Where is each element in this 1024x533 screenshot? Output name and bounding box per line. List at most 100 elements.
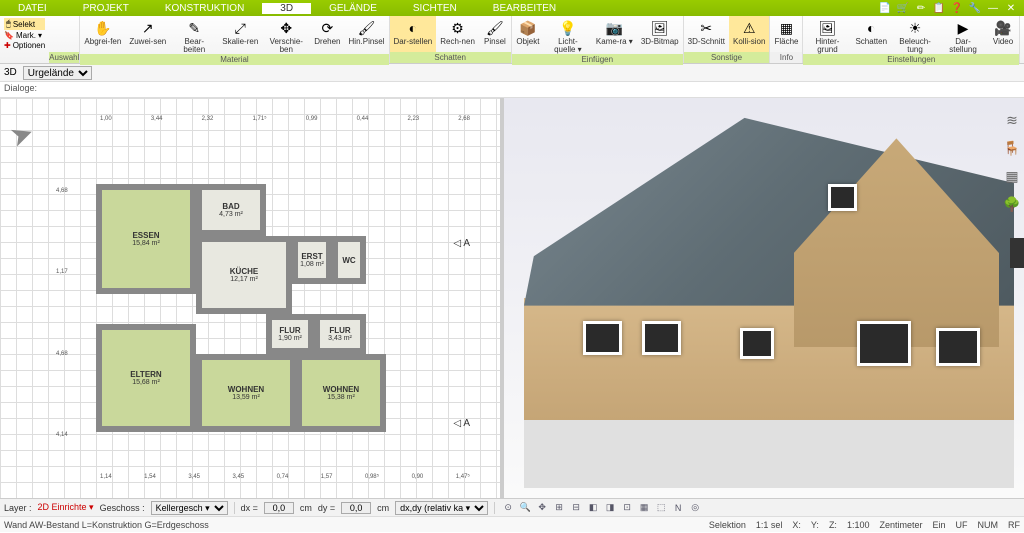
- floor-plan[interactable]: ESSEN15,84 m²BAD4,73 m²KÜCHE12,17 m²ERST…: [96, 184, 386, 444]
- ribbon-btn[interactable]: ◐Dar-stellen: [390, 16, 437, 52]
- ribbon-icon: ▦: [776, 18, 796, 38]
- bottom-icon[interactable]: ⊙: [501, 501, 515, 515]
- pane-3d[interactable]: ≋ 🪑 ▦ 🌳: [504, 98, 1024, 498]
- bottom-icon[interactable]: N: [671, 501, 685, 515]
- optionen-button[interactable]: ✚Optionen: [4, 41, 45, 50]
- bottom-icon[interactable]: ⊟: [569, 501, 583, 515]
- ribbon-icon: ◐: [861, 18, 881, 38]
- ribbon-btn[interactable]: ☀Beleuch-tung: [891, 16, 939, 54]
- ribbon-label: Skalie-ren: [222, 38, 258, 46]
- menu-bearbeiten[interactable]: BEARBEITEN: [475, 3, 574, 14]
- ribbon-btn[interactable]: 🖼Hinter-grund: [803, 16, 851, 54]
- dx-input[interactable]: [264, 502, 294, 514]
- bottom-icon[interactable]: ◨: [603, 501, 617, 515]
- ribbon-btn[interactable]: ⟳Drehen: [310, 16, 344, 54]
- room[interactable]: FLUR1,90 m²: [266, 314, 314, 354]
- ribbon: 🖱Selekt 🔖Mark.▾ ✚Optionen Auswahl✋Abgrei…: [0, 16, 1024, 64]
- ribbon-btn[interactable]: ↗Zuwei-sen: [125, 16, 170, 54]
- layer-select[interactable]: Urgelände: [23, 66, 92, 80]
- dock-icon[interactable]: 🪑: [1002, 138, 1022, 158]
- menu-3d[interactable]: 3D: [262, 3, 311, 14]
- ribbon-btn[interactable]: 🎥Video: [987, 16, 1019, 54]
- titlebar-icon[interactable]: ✏: [914, 1, 928, 15]
- bottom-icon[interactable]: ▦: [637, 501, 651, 515]
- room[interactable]: WC: [332, 236, 366, 284]
- ribbon-btn[interactable]: ✂3D-Schnitt: [684, 16, 729, 52]
- ribbon-icon: 🖌: [357, 18, 377, 38]
- bottom-icon[interactable]: ◎: [688, 501, 702, 515]
- dock-icon[interactable]: 🌳: [1002, 194, 1022, 214]
- ribbon-btn[interactable]: 📦Objekt: [512, 16, 544, 54]
- main-split: ➤ 1,003,442,321,71⁵0,990,442,232,68 4,68…: [0, 98, 1024, 498]
- status-unit: Zentimeter: [879, 520, 922, 530]
- dock-icon[interactable]: ≋: [1002, 110, 1022, 130]
- status-bar: Wand AW-Bestand L=Konstruktion G=Erdgesc…: [0, 516, 1024, 532]
- ribbon-btn[interactable]: ✥Verschie-ben: [262, 16, 310, 54]
- room[interactable]: WOHNEN15,38 m²: [296, 354, 386, 432]
- bottom-icon[interactable]: ⊡: [620, 501, 634, 515]
- window-3d: [642, 321, 681, 355]
- ribbon-btn[interactable]: ⚠Kolli-sion: [729, 16, 769, 52]
- menu-projekt[interactable]: PROJEKT: [65, 3, 147, 14]
- menu-konstruktion[interactable]: KONSTRUKTION: [147, 3, 262, 14]
- status-ein: Ein: [932, 520, 945, 530]
- room-area: 1,08 m²: [300, 261, 324, 268]
- ribbon-btn[interactable]: ▦Fläche: [770, 16, 802, 52]
- pane-2d[interactable]: ➤ 1,003,442,321,71⁵0,990,442,232,68 4,68…: [0, 98, 500, 498]
- titlebar-icon[interactable]: 📄: [878, 1, 892, 15]
- bottom-icon[interactable]: ⊞: [552, 501, 566, 515]
- ribbon-label: Fläche: [774, 38, 798, 46]
- titlebar-icon[interactable]: ❓: [950, 1, 964, 15]
- ribbon-icon: ✋: [93, 18, 113, 38]
- geschoss-select[interactable]: Kellergesch ▾: [151, 501, 228, 515]
- room[interactable]: FLUR3,43 m²: [314, 314, 366, 354]
- room[interactable]: ERST1,08 m²: [292, 236, 332, 284]
- right-dock: ≋ 🪑 ▦ 🌳: [1002, 110, 1022, 214]
- room[interactable]: BAD4,73 m²: [196, 184, 266, 236]
- layer-value[interactable]: 2D Einrichte ▾: [38, 502, 94, 513]
- ribbon-btn[interactable]: 🖌Hin.Pinsel: [345, 16, 389, 54]
- titlebar-icons: 📄 🛒 ✏ 📋 ❓ 🔧 — ✕: [878, 1, 1024, 15]
- room[interactable]: KÜCHE12,17 m²: [196, 236, 292, 314]
- dock-tab[interactable]: [1010, 238, 1024, 268]
- ribbon-icon: 📷: [604, 18, 624, 38]
- bottom-icon[interactable]: 🔍: [518, 501, 532, 515]
- room[interactable]: ESSEN15,84 m²: [96, 184, 196, 294]
- ribbon-label: Hinter-grund: [807, 38, 847, 54]
- titlebar-icon[interactable]: 📋: [932, 1, 946, 15]
- titlebar-icon[interactable]: ✕: [1004, 1, 1018, 15]
- ribbon-btn[interactable]: ✎Bear-beiten: [170, 16, 218, 54]
- bottom-icon[interactable]: ◧: [586, 501, 600, 515]
- mode-label: 3D: [4, 67, 17, 78]
- status-x: X:: [792, 520, 801, 530]
- menu-gelaende[interactable]: GELÄNDE: [311, 3, 395, 14]
- dy-input[interactable]: [341, 502, 371, 514]
- ribbon-btn[interactable]: 🖌Pinsel: [479, 16, 511, 52]
- room[interactable]: ELTERN15,68 m²: [96, 324, 196, 432]
- status-left: Wand AW-Bestand L=Konstruktion G=Erdgesc…: [4, 520, 209, 530]
- ribbon-btn[interactable]: 📷Kame-ra ▾: [592, 16, 637, 54]
- section-mark-a-bottom: ◁ A: [453, 418, 470, 429]
- ribbon-label: Beleuch-tung: [895, 38, 935, 54]
- ribbon-btn[interactable]: 🖼3D-Bitmap: [637, 16, 683, 54]
- selekt-button[interactable]: 🖱Selekt: [4, 18, 45, 30]
- bottom-icons: ⊙🔍✥⊞⊟◧◨⊡▦⬚N◎: [501, 501, 702, 515]
- ribbon-btn[interactable]: ✋Abgrei-fen: [80, 16, 125, 54]
- titlebar-icon[interactable]: 🔧: [968, 1, 982, 15]
- coord-mode-select[interactable]: dx,dy (relativ ka ▾: [395, 501, 488, 515]
- dock-icon[interactable]: ▦: [1002, 166, 1022, 186]
- menu-sichten[interactable]: SICHTEN: [395, 3, 475, 14]
- bottom-icon[interactable]: ✥: [535, 501, 549, 515]
- titlebar-icon[interactable]: —: [986, 1, 1000, 15]
- house-3d: [524, 108, 1014, 488]
- bottom-icon[interactable]: ⬚: [654, 501, 668, 515]
- room[interactable]: WOHNEN13,59 m²: [196, 354, 296, 432]
- ribbon-btn[interactable]: ◐Schatten: [851, 16, 891, 54]
- ribbon-btn[interactable]: ⚙Rech-nen: [436, 16, 479, 52]
- ribbon-btn[interactable]: 💡Licht-quelle ▾: [544, 16, 592, 54]
- ribbon-btn[interactable]: ▶Dar-stellung: [939, 16, 987, 54]
- menu-datei[interactable]: DATEI: [0, 3, 65, 14]
- mark-button[interactable]: 🔖Mark.▾: [4, 31, 45, 40]
- ribbon-btn[interactable]: ⤢Skalie-ren: [218, 16, 262, 54]
- titlebar-icon[interactable]: 🛒: [896, 1, 910, 15]
